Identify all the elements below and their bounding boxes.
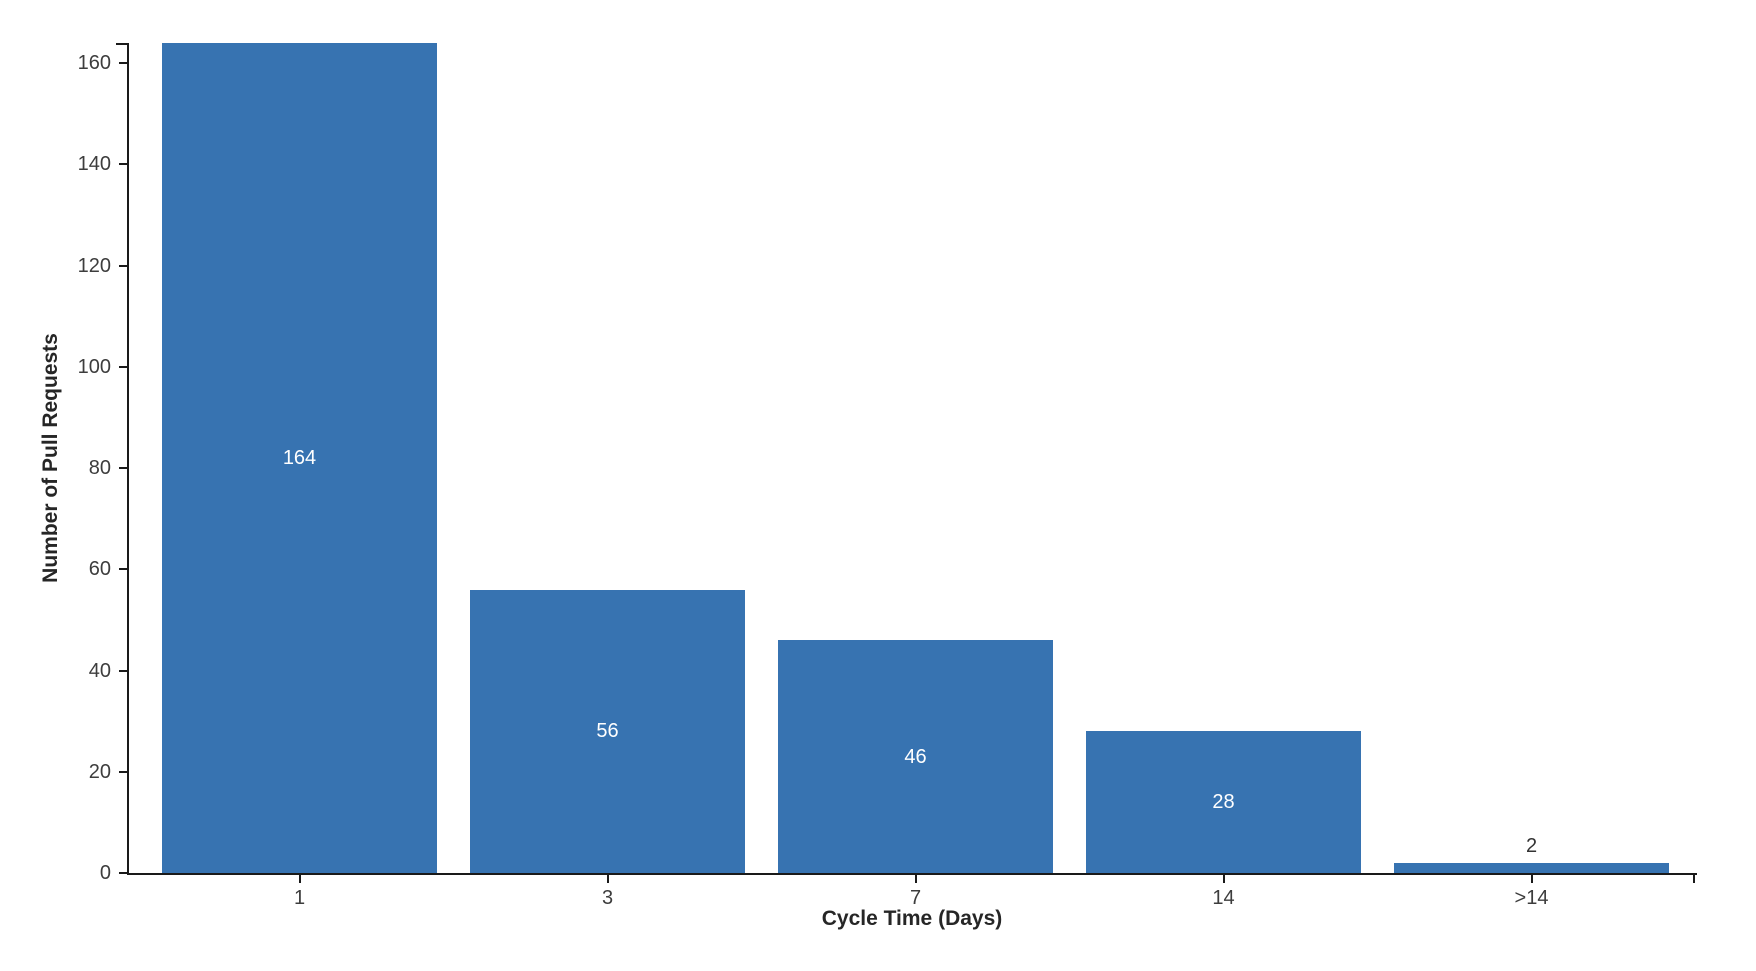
y-tick — [119, 467, 127, 470]
x-tick-label: 3 — [601, 887, 614, 909]
x-tick — [606, 875, 609, 883]
bar — [778, 640, 1053, 873]
bar-value-label: 28 — [1212, 791, 1235, 814]
x-tick — [1530, 875, 1533, 883]
bar-value-label: 56 — [596, 720, 619, 743]
y-tick-label: 0 — [99, 862, 111, 884]
y-tick — [119, 568, 127, 571]
x-axis-end-tick — [1693, 875, 1695, 883]
y-tick-label: 60 — [88, 558, 111, 581]
y-tick — [119, 365, 127, 368]
y-tick — [119, 669, 127, 672]
y-tick-label: 160 — [77, 52, 111, 75]
y-tick-label: 100 — [77, 355, 111, 378]
x-axis-line — [127, 873, 1697, 875]
x-tick — [298, 875, 301, 883]
bar — [1086, 731, 1361, 873]
bar — [162, 43, 437, 873]
y-tick-label: 80 — [88, 457, 111, 480]
x-tick — [1222, 875, 1225, 883]
y-tick — [119, 872, 127, 874]
y-axis-line — [127, 43, 129, 875]
x-tick-label: 7 — [909, 887, 922, 909]
y-tick — [119, 770, 127, 773]
y-tick — [119, 163, 127, 166]
x-tick-label: 1 — [293, 887, 306, 909]
y-axis-cap-tick — [116, 43, 127, 45]
x-tick-label: 14 — [1212, 887, 1235, 909]
plot-area: Cycle Time (Days) 0 20 40 60 80 100 120 140 160 1… — [78, 43, 1697, 930]
bar — [1394, 862, 1669, 873]
bar-value-label: 164 — [282, 447, 317, 469]
y-tick-label: 120 — [77, 254, 111, 277]
y-tick-label: 140 — [77, 153, 111, 176]
x-tick — [914, 875, 917, 883]
bar — [470, 589, 745, 873]
y-tick — [119, 264, 127, 267]
y-tick-label: 40 — [88, 659, 111, 682]
y-tick-label: 20 — [88, 760, 111, 783]
y-tick — [119, 62, 127, 65]
x-tick-label: >14 — [1514, 887, 1549, 909]
bar-value-label: 46 — [904, 745, 927, 768]
bar-value-label: 2 — [1525, 834, 1538, 857]
x-axis-title: Cycle Time (Days) — [821, 907, 1003, 930]
